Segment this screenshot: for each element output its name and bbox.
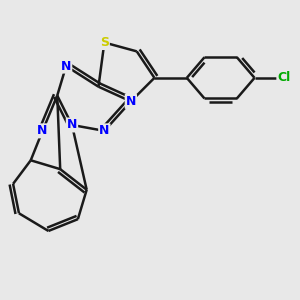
Text: N: N xyxy=(126,95,136,108)
Text: N: N xyxy=(99,124,110,137)
Text: Cl: Cl xyxy=(277,71,291,84)
Text: S: S xyxy=(100,36,109,49)
Text: N: N xyxy=(61,60,71,73)
Text: N: N xyxy=(37,124,48,137)
Text: N: N xyxy=(67,118,77,131)
